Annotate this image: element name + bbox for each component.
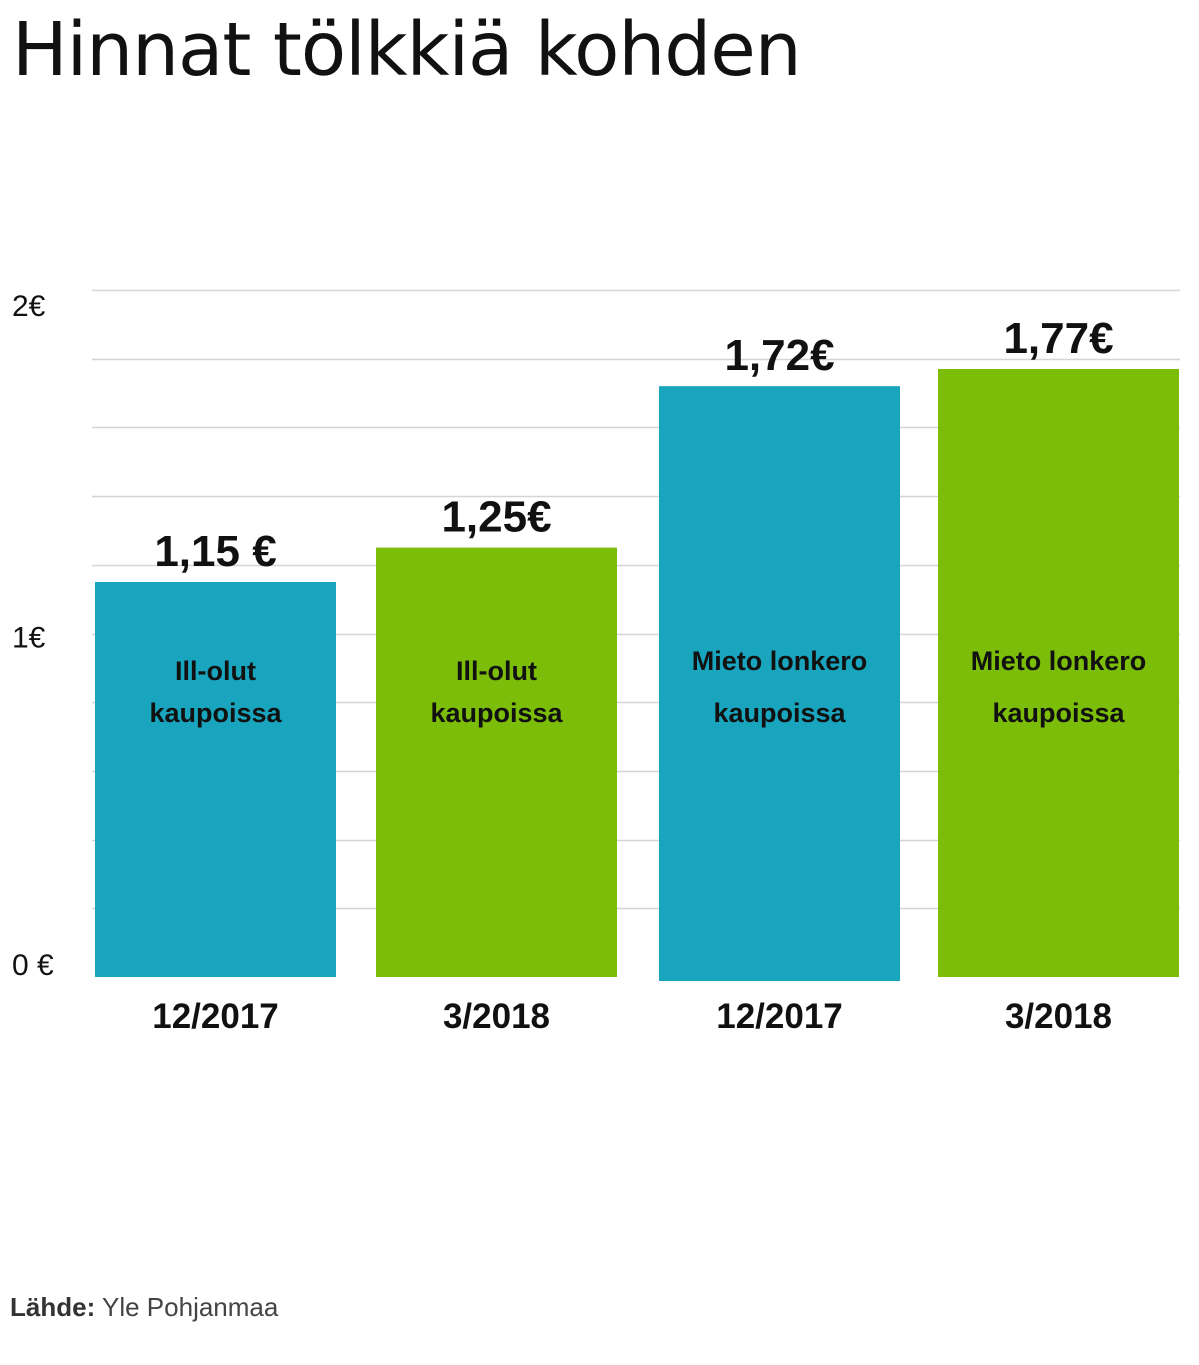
chart-title: Hinnat tölkkiä kohden — [12, 7, 802, 93]
y-tick-label: 0 € — [12, 949, 54, 982]
bar-inner-label: Ill-olut — [456, 656, 537, 686]
bar-inner-label: kaupoissa — [430, 698, 563, 728]
y-tick-label: 1€ — [12, 622, 46, 655]
x-tick-label: 12/2017 — [152, 997, 279, 1036]
bar-inner-label: Ill-olut — [175, 656, 256, 686]
x-tick-label: 3/2018 — [1005, 997, 1112, 1036]
x-axis-ticks: 12/2017 3/2018 12/2017 3/2018 — [152, 997, 1112, 1036]
x-tick-label: 12/2017 — [716, 997, 843, 1036]
bar-inner-label: Mieto lonkero — [971, 646, 1147, 676]
y-tick-label: 2€ — [12, 290, 46, 323]
value-label: 1,77€ — [1003, 314, 1113, 363]
bar-inner-label: kaupoissa — [992, 698, 1125, 728]
source-text: Yle Pohjanmaa — [102, 1292, 279, 1322]
value-labels: 1,15 € 1,25€ 1,72€ 1,77€ — [154, 314, 1113, 576]
bar-inner-label: Mieto lonkero — [692, 646, 868, 676]
source-note: Lähde: Yle Pohjanmaa — [10, 1292, 278, 1323]
y-axis-ticks: 0 € 1€ 2€ — [12, 290, 54, 982]
bar-inner-label: kaupoissa — [713, 698, 846, 728]
bar — [659, 386, 900, 981]
bar — [95, 581, 336, 977]
value-label: 1,72€ — [724, 331, 834, 380]
bar — [938, 369, 1179, 977]
bar — [376, 547, 617, 977]
value-label: 1,15 € — [154, 527, 276, 576]
bars — [95, 369, 1179, 981]
bar-inner-label: kaupoissa — [149, 698, 282, 728]
bar-inner-labels: Ill-olut kaupoissa Ill-olut kaupoissa Mieto … — [149, 646, 1146, 728]
value-label: 1,25€ — [441, 493, 551, 542]
source-label: Lähde: — [10, 1292, 96, 1322]
x-tick-label: 3/2018 — [443, 997, 550, 1036]
